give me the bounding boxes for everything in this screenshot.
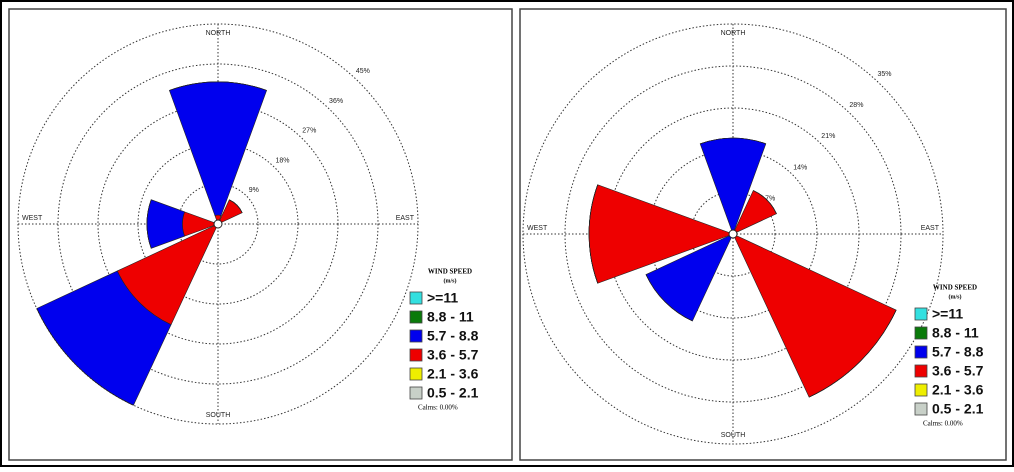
r-tick-label: 9% — [249, 187, 259, 194]
legend-swatch — [914, 383, 928, 397]
grid-ring — [97, 103, 339, 345]
legend-swatch — [914, 307, 928, 321]
wedge — [146, 199, 152, 249]
calms-label: Calms: 0.00% — [418, 404, 458, 412]
legend-swatch — [914, 345, 928, 359]
legend-title: WIND SPEED — [428, 268, 472, 276]
legend-swatch — [914, 402, 928, 416]
grid-ring — [137, 143, 299, 305]
r-tick-label: 21% — [821, 133, 835, 140]
calms-label: Calms: 0.00% — [923, 420, 963, 428]
compass-label: WEST — [22, 215, 43, 222]
legend-swatch — [409, 386, 423, 400]
legend-label: 5.7 - 8.8 — [427, 328, 479, 344]
r-tick-label: 36% — [329, 98, 343, 105]
wedge — [229, 199, 243, 213]
legend-swatch — [409, 329, 423, 343]
wedge — [753, 190, 777, 214]
compass-label: SOUTH — [206, 412, 231, 419]
compass-label: WEST — [527, 225, 548, 232]
legend-label: 8.8 - 11 — [427, 309, 474, 325]
compass-label: EAST — [921, 225, 940, 232]
grid-ring — [690, 191, 776, 277]
legend-swatch — [409, 291, 423, 305]
legend-label: 0.5 - 2.1 — [932, 401, 984, 417]
center — [728, 229, 738, 239]
legend-swatch — [914, 326, 928, 340]
compass-label: NORTH — [721, 30, 746, 37]
grid-ring — [177, 183, 259, 265]
legend-label: >=11 — [427, 290, 458, 306]
legend-label: 3.6 - 5.7 — [427, 347, 479, 363]
legend-swatch — [409, 367, 423, 381]
r-tick-label: 18% — [276, 157, 290, 164]
legend-title: WIND SPEED — [933, 284, 977, 292]
legend-label: 2.1 - 3.6 — [427, 366, 479, 382]
r-tick-label: 27% — [302, 128, 316, 135]
r-tick-label: 14% — [793, 164, 807, 171]
r-tick-label: 35% — [878, 71, 892, 78]
r-tick-label: 7% — [765, 196, 775, 203]
legend-swatch — [914, 364, 928, 378]
legend-swatch — [409, 310, 423, 324]
legend-unit: (m/s) — [444, 277, 457, 284]
compass-label: NORTH — [206, 30, 231, 37]
legend-label: >=11 — [932, 306, 963, 322]
legend-label: 3.6 - 5.7 — [932, 363, 984, 379]
grid-ring — [57, 63, 379, 385]
panel — [8, 8, 513, 461]
grid-ring — [564, 65, 902, 403]
legend-unit: (m/s) — [949, 293, 962, 300]
compass-label: EAST — [396, 215, 415, 222]
legend-swatch — [409, 348, 423, 362]
grid-ring — [17, 23, 419, 425]
legend-label: 0.5 - 2.1 — [427, 385, 479, 401]
legend-label: 5.7 - 8.8 — [932, 344, 984, 360]
r-tick-label: 28% — [849, 102, 863, 109]
grid-ring — [522, 23, 944, 445]
r-tick-label: 45% — [356, 68, 370, 75]
legend-label: 2.1 - 3.6 — [932, 382, 984, 398]
wedge — [36, 308, 134, 406]
legend-label: 8.8 - 11 — [932, 325, 979, 341]
compass-label: SOUTH — [721, 432, 746, 439]
center — [213, 219, 223, 229]
